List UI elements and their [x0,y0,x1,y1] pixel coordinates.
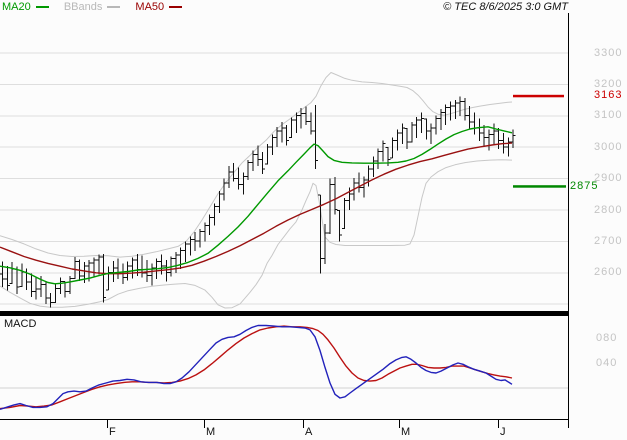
price-axis-label: 2600 [594,266,623,279]
macd-axis-label: 080 [596,331,618,344]
price-axis-label: 2900 [594,172,623,185]
macd-panel-label: MACD [4,318,37,330]
price-axis-label: 2800 [594,203,623,216]
macd-axis-label: 040 [596,356,618,369]
legend-label-ma20: MA20 [2,1,31,13]
price-axis-label: 3000 [594,140,623,153]
price-axis-label: 2700 [594,234,623,247]
price-axis-label: 3100 [594,109,623,122]
support-price-label: 2875 [570,180,599,192]
bbands-line-sample-icon [107,6,121,9]
month-label: M [206,425,216,438]
legend-item-bbands: BBands [64,1,121,13]
chart-legend: MA20 BBands MA50 [2,1,194,13]
ma20-line-sample-icon [35,6,49,9]
legend-item-ma20: MA20 [2,1,49,13]
copyright-text: © TEC 8/6/2025 3:0 GMT [443,1,568,13]
legend-label-ma50: MA50 [135,1,165,13]
month-label: M [401,425,411,438]
price-axis-label: 3200 [594,77,623,90]
legend-label-bbands: BBands [63,1,103,13]
legend-item-ma50: MA50 [135,1,183,13]
resistance-price-label: 3163 [594,89,623,101]
month-label: F [109,425,116,438]
ma50-line-sample-icon [169,6,183,9]
month-label: J [500,425,506,438]
month-label: A [305,425,313,438]
price-axis-label: 3300 [594,46,623,59]
